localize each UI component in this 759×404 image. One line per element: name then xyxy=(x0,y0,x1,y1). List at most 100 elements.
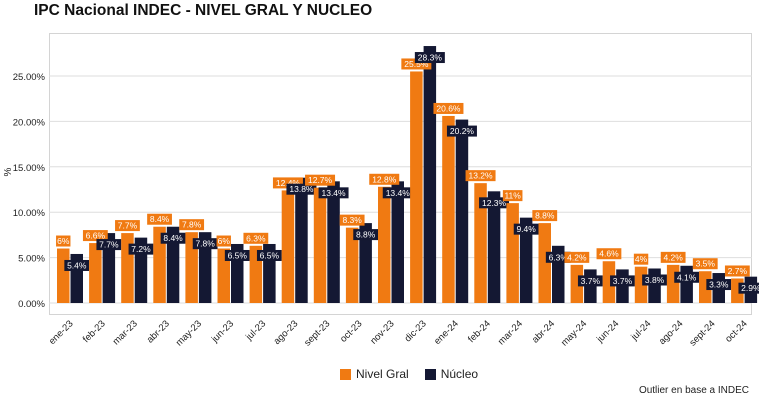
bar-nivel-gral xyxy=(345,227,359,303)
data-label-nucleo: 7.2% xyxy=(131,244,151,254)
data-label-nivel-gral: 3.5% xyxy=(696,259,716,269)
x-tick-label: abr-24 xyxy=(530,318,557,345)
data-label-nucleo: 5.4% xyxy=(67,260,87,270)
data-label-box-nivel-gral xyxy=(82,230,108,242)
bar-nivel-gral xyxy=(153,226,166,303)
data-label-nivel-gral: 13.2% xyxy=(468,171,493,181)
data-label-box-nucleo xyxy=(642,274,667,286)
bar-nivel-gral xyxy=(410,71,423,304)
data-label-box-nucleo xyxy=(96,239,122,251)
data-label-box-nucleo xyxy=(160,232,186,244)
bar-nivel-gral xyxy=(570,264,584,303)
data-label-nucleo: 12.3% xyxy=(482,198,507,208)
data-label-box-nucleo xyxy=(414,52,445,64)
x-tick-label: ago-23 xyxy=(272,318,301,347)
data-label-box-nucleo xyxy=(224,249,250,261)
data-label-box-nivel-gral xyxy=(115,220,140,232)
data-label-nivel-gral: 6% xyxy=(218,236,231,246)
bar-nucleo xyxy=(519,217,533,303)
data-label-box-nivel-gral xyxy=(401,58,432,70)
legend-swatch-nivel-gral xyxy=(340,368,351,380)
data-label-box-nucleo xyxy=(192,238,218,250)
data-label-nucleo: 7.7% xyxy=(99,240,119,250)
data-label-box-nivel-gral xyxy=(633,253,649,265)
data-label-box-nucleo xyxy=(738,282,759,294)
data-label-nivel-gral: 6.6% xyxy=(86,231,106,241)
data-label-box-nucleo xyxy=(479,197,510,209)
x-tick-label: abr-23 xyxy=(145,318,172,345)
bar-nivel-gral xyxy=(474,183,487,303)
x-tick-label: feb-23 xyxy=(81,318,108,345)
y-tick-label: 0.00% xyxy=(18,299,45,310)
x-tick-label: feb-24 xyxy=(466,318,493,345)
bar-nivel-gral xyxy=(57,248,70,303)
data-label-nivel-gral: 7.8% xyxy=(182,220,202,230)
data-label-box-nucleo xyxy=(674,271,700,283)
source-footnote: Outlier en base a INDEC xyxy=(638,385,749,396)
y-tick-label: 25.00% xyxy=(13,72,46,83)
data-label-box-nucleo xyxy=(706,279,732,291)
bar-nivel-gral xyxy=(89,243,102,303)
data-label-nivel-gral: 2.7% xyxy=(728,266,748,276)
bar-nucleo xyxy=(487,191,501,303)
data-label-nucleo: 6.3% xyxy=(549,252,569,262)
bar-nivel-gral xyxy=(378,186,391,303)
data-label-box-nucleo xyxy=(128,243,154,255)
bar-nivel-gral xyxy=(506,203,519,303)
data-label-box-nivel-gral xyxy=(502,190,523,202)
data-label-box-nucleo xyxy=(577,275,603,287)
data-label-box-nivel-gral xyxy=(216,235,231,247)
data-label-box-nivel-gral xyxy=(692,258,718,270)
data-label-box-nivel-gral xyxy=(147,213,172,225)
x-tick-label: may-23 xyxy=(174,318,204,348)
x-tick-label: ene-23 xyxy=(47,318,76,347)
data-label-box-nucleo xyxy=(318,187,349,199)
data-label-box-nucleo xyxy=(513,223,539,235)
x-tick-label: mar-23 xyxy=(111,318,140,347)
data-label-nucleo: 9.4% xyxy=(516,224,536,234)
data-label-nivel-gral: 7.7% xyxy=(118,221,138,231)
bar-nucleo xyxy=(391,181,404,303)
data-label-nucleo: 2.9% xyxy=(741,283,759,293)
data-label-box-nucleo xyxy=(545,251,571,263)
bar-nivel-gral xyxy=(217,248,230,303)
data-label-nucleo: 6.5% xyxy=(228,250,248,260)
data-label-box-nucleo xyxy=(353,229,379,241)
bar-nivel-gral xyxy=(666,264,680,303)
bar-nivel-gral xyxy=(442,115,455,304)
x-tick-label: may-24 xyxy=(559,318,589,348)
y-tick-label: 10.00% xyxy=(13,208,46,219)
data-label-nucleo: 4.1% xyxy=(677,272,697,282)
x-tick-label: nov-23 xyxy=(368,318,396,346)
data-label-box-nivel-gral xyxy=(369,173,400,185)
y-tick-label: 20.00% xyxy=(13,117,46,128)
bar-nucleo xyxy=(423,46,437,303)
data-label-nucleo: 13.4% xyxy=(321,188,346,198)
x-tick-label: mar-24 xyxy=(496,318,525,347)
data-label-nivel-gral: 20.6% xyxy=(436,103,461,113)
data-label-nucleo: 7.8% xyxy=(195,239,215,249)
data-label-nivel-gral: 12.8% xyxy=(372,174,397,184)
plot-frame xyxy=(49,33,752,315)
x-tick-label: jul-24 xyxy=(628,318,653,343)
data-label-nivel-gral: 8.4% xyxy=(150,214,170,224)
data-label-box-nivel-gral xyxy=(532,210,558,222)
data-label-box-nivel-gral xyxy=(272,177,303,189)
data-label-box-nivel-gral xyxy=(724,265,750,277)
data-label-box-nucleo xyxy=(64,259,90,271)
y-axis-label: % xyxy=(3,167,14,176)
legend-label-nucleo: Núcleo xyxy=(440,367,479,381)
x-tick-label: oct-23 xyxy=(338,318,364,344)
data-label-box-nivel-gral xyxy=(339,214,365,226)
data-label-nucleo: 3.8% xyxy=(645,275,665,285)
bar-nivel-gral xyxy=(281,190,295,303)
bar-nivel-gral xyxy=(538,223,551,303)
x-tick-label: oct-24 xyxy=(723,318,749,344)
data-label-nivel-gral: 8.3% xyxy=(342,215,362,225)
data-label-nucleo: 28.3% xyxy=(418,53,443,63)
data-label-box-nivel-gral xyxy=(305,174,336,186)
x-tick-label: sept-24 xyxy=(687,318,717,348)
bar-nivel-gral xyxy=(185,232,198,303)
x-tick-label: jun-23 xyxy=(209,318,236,345)
